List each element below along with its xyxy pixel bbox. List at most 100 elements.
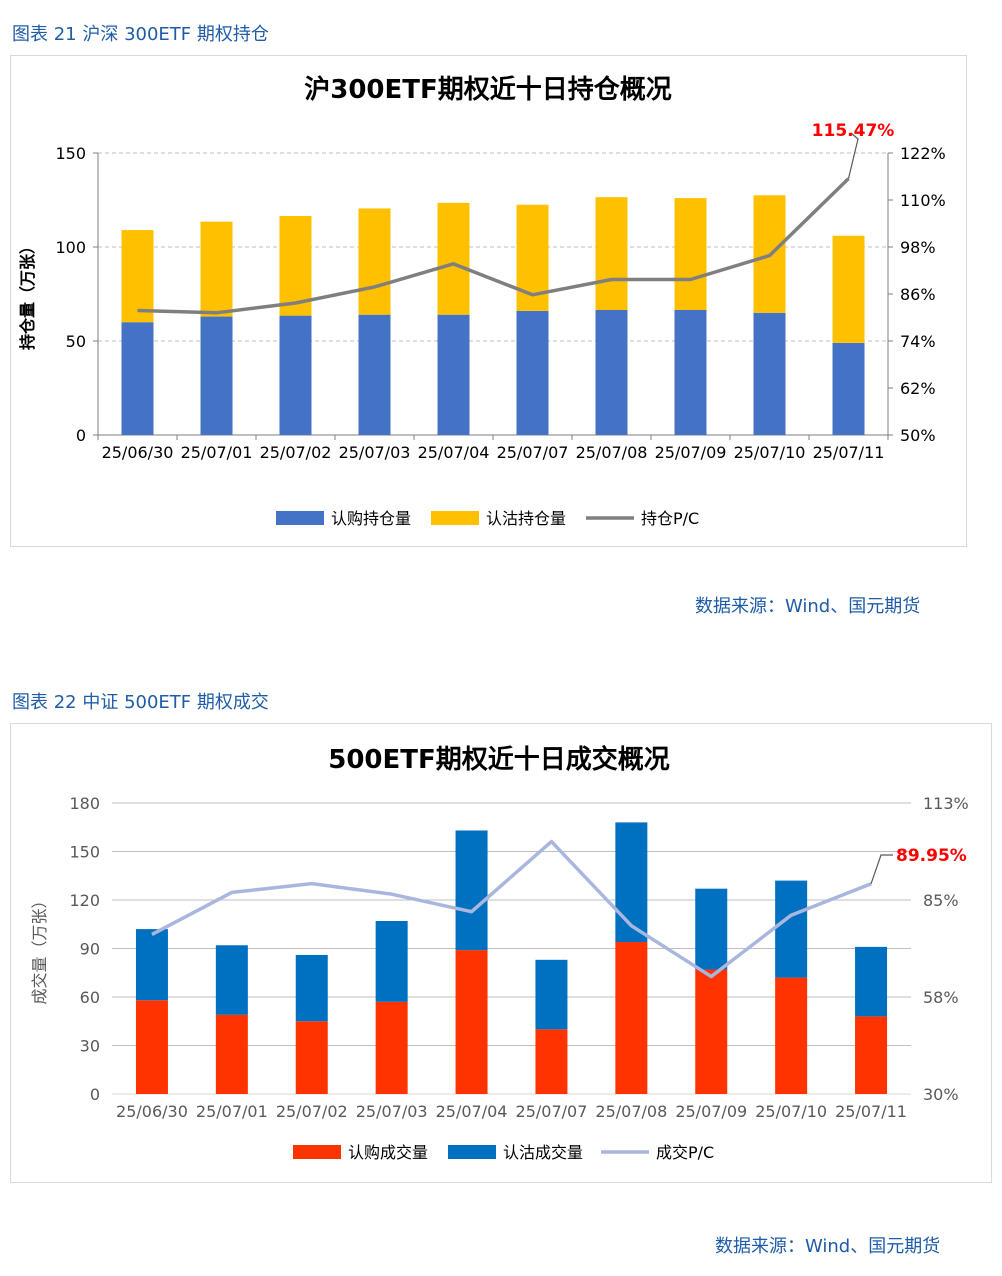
chart-panel-1: 沪300ETF期权近十日持仓概况 0 50 100 150 50% 62% 74% 86% 98%… <box>10 55 967 547</box>
line-持仓P/C <box>137 177 850 315</box>
y-tick-label: 50 <box>66 332 86 351</box>
legend-label: 认购成交量 <box>348 1143 428 1162</box>
bar-认沽成交量 <box>455 830 488 951</box>
annotation-leader <box>847 132 859 179</box>
legend-label: 持仓P/C <box>641 509 699 528</box>
x-tick-label: 25/07/01 <box>196 1102 268 1121</box>
bar-认购持仓量 <box>595 309 628 435</box>
legend-swatch-认购成交量 <box>293 1145 341 1159</box>
x-tick-label: 25/07/10 <box>755 1102 827 1121</box>
bar-认购成交量 <box>455 950 488 1094</box>
bar-认沽成交量 <box>615 822 648 943</box>
bar-认购成交量 <box>535 1029 568 1094</box>
x-tick-label: 25/07/04 <box>436 1102 508 1121</box>
bar-认沽持仓量 <box>279 215 312 316</box>
y2-tick-label: 85% <box>923 891 959 910</box>
bar-认购成交量 <box>695 969 728 1094</box>
y2-tick-label: 58% <box>923 988 959 1007</box>
y-tick-label: 0 <box>76 426 86 445</box>
y-axis-label: 持仓量（万张） <box>18 238 37 350</box>
x-tick-label: 25/07/11 <box>813 443 885 462</box>
legend-label: 认沽持仓量 <box>486 509 566 528</box>
x-tick-label: 25/06/30 <box>116 1102 188 1121</box>
bar-认购持仓量 <box>516 310 549 435</box>
bar-认沽成交量 <box>215 945 248 1015</box>
x-tick-label: 25/06/30 <box>102 443 174 462</box>
x-tick-label: 25/07/11 <box>835 1102 907 1121</box>
bar-认沽持仓量 <box>674 198 707 310</box>
bar-认购成交量 <box>615 942 648 1094</box>
x-tick-label: 25/07/04 <box>418 443 490 462</box>
legend-swatch-认购持仓量 <box>276 511 324 525</box>
y2-tick-label: 50% <box>900 426 936 445</box>
chart-panel-2: 500ETF期权近十日成交概况 0 30 60 90 120 150 180 30% 58% 85%… <box>10 723 992 1183</box>
source-note-2: 数据来源：Wind、国元期货 <box>715 1236 941 1257</box>
legend-label: 成交P/C <box>656 1143 714 1162</box>
y-axis-label: 成交量（万张） <box>30 892 49 1004</box>
bar-认沽成交量 <box>855 946 888 1017</box>
y-tick-label: 100 <box>55 238 86 257</box>
legend-label: 认沽成交量 <box>503 1143 583 1162</box>
bar-认购成交量 <box>375 1001 408 1094</box>
x-tick-label: 25/07/02 <box>260 443 332 462</box>
annotation-leader <box>870 854 893 885</box>
y-tick-label: 90 <box>80 940 100 959</box>
bar-认购持仓量 <box>674 309 707 435</box>
x-tick-label: 25/07/08 <box>576 443 648 462</box>
bar-认购持仓量 <box>753 312 786 435</box>
bar-认沽持仓量 <box>358 208 391 315</box>
volume-chart: 500ETF期权近十日成交概况 0 30 60 90 120 150 180 30% 58% 85%… <box>30 744 969 1162</box>
bar-认沽持仓量 <box>437 202 470 315</box>
line-成交P/C <box>151 839 872 979</box>
bar-认购持仓量 <box>437 314 470 435</box>
y2-tick-label: 110% <box>900 191 946 210</box>
x-tick-label: 25/07/03 <box>339 443 411 462</box>
y2-tick-label: 86% <box>900 285 936 304</box>
legend-swatch-认沽持仓量 <box>431 511 479 525</box>
bar-认沽成交量 <box>375 921 408 1002</box>
bar-认沽成交量 <box>135 929 168 1001</box>
legend-swatch-认沽成交量 <box>448 1145 496 1159</box>
bar-认购成交量 <box>135 1000 168 1094</box>
y-tick-label: 120 <box>69 891 100 910</box>
chart-title: 500ETF期权近十日成交概况 <box>328 744 670 775</box>
bar-认购成交量 <box>775 977 808 1094</box>
y-tick-label: 150 <box>69 843 100 862</box>
x-tick-label: 25/07/08 <box>595 1102 667 1121</box>
bar-认购成交量 <box>855 1016 888 1094</box>
bar-认沽持仓量 <box>121 230 154 323</box>
bar-认购持仓量 <box>121 322 154 435</box>
bar-认沽持仓量 <box>200 221 233 317</box>
bar-认沽成交量 <box>535 959 568 1030</box>
y2-tick-label: 30% <box>923 1085 959 1104</box>
bar-认沽持仓量 <box>595 197 628 310</box>
annotation-label: 115.47% <box>812 121 895 141</box>
y2-tick-label: 122% <box>900 144 946 163</box>
bar-认购成交量 <box>295 1021 328 1094</box>
y2-tick-label: 98% <box>900 238 936 257</box>
y-tick-label: 60 <box>80 988 100 1007</box>
y2-tick-label: 62% <box>900 379 936 398</box>
bar-认购持仓量 <box>358 314 391 435</box>
bar-认购持仓量 <box>832 342 865 435</box>
bar-认购持仓量 <box>200 316 233 435</box>
bar-认购持仓量 <box>279 315 312 435</box>
figure-22-caption: 图表 22 中证 500ETF 期权成交 <box>12 692 269 713</box>
x-tick-label: 25/07/07 <box>516 1102 588 1121</box>
source-note-1: 数据来源：Wind、国元期货 <box>695 596 921 617</box>
bar-认沽成交量 <box>295 954 328 1022</box>
y2-tick-label: 113% <box>923 794 969 813</box>
x-tick-label: 25/07/03 <box>356 1102 428 1121</box>
legend-label: 认购持仓量 <box>331 509 411 528</box>
y-tick-label: 180 <box>69 794 100 813</box>
x-tick-label: 25/07/09 <box>655 443 727 462</box>
y2-tick-label: 74% <box>900 332 936 351</box>
bar-认购成交量 <box>215 1014 248 1094</box>
y-tick-label: 30 <box>80 1037 100 1056</box>
x-tick-label: 25/07/07 <box>497 443 569 462</box>
bar-认沽成交量 <box>695 888 728 970</box>
holding-chart: 沪300ETF期权近十日持仓概况 0 50 100 150 50% 62% 74% 86% 98%… <box>18 74 946 528</box>
y-tick-label: 0 <box>90 1085 100 1104</box>
bar-认沽成交量 <box>775 880 808 978</box>
x-tick-label: 25/07/01 <box>181 443 253 462</box>
